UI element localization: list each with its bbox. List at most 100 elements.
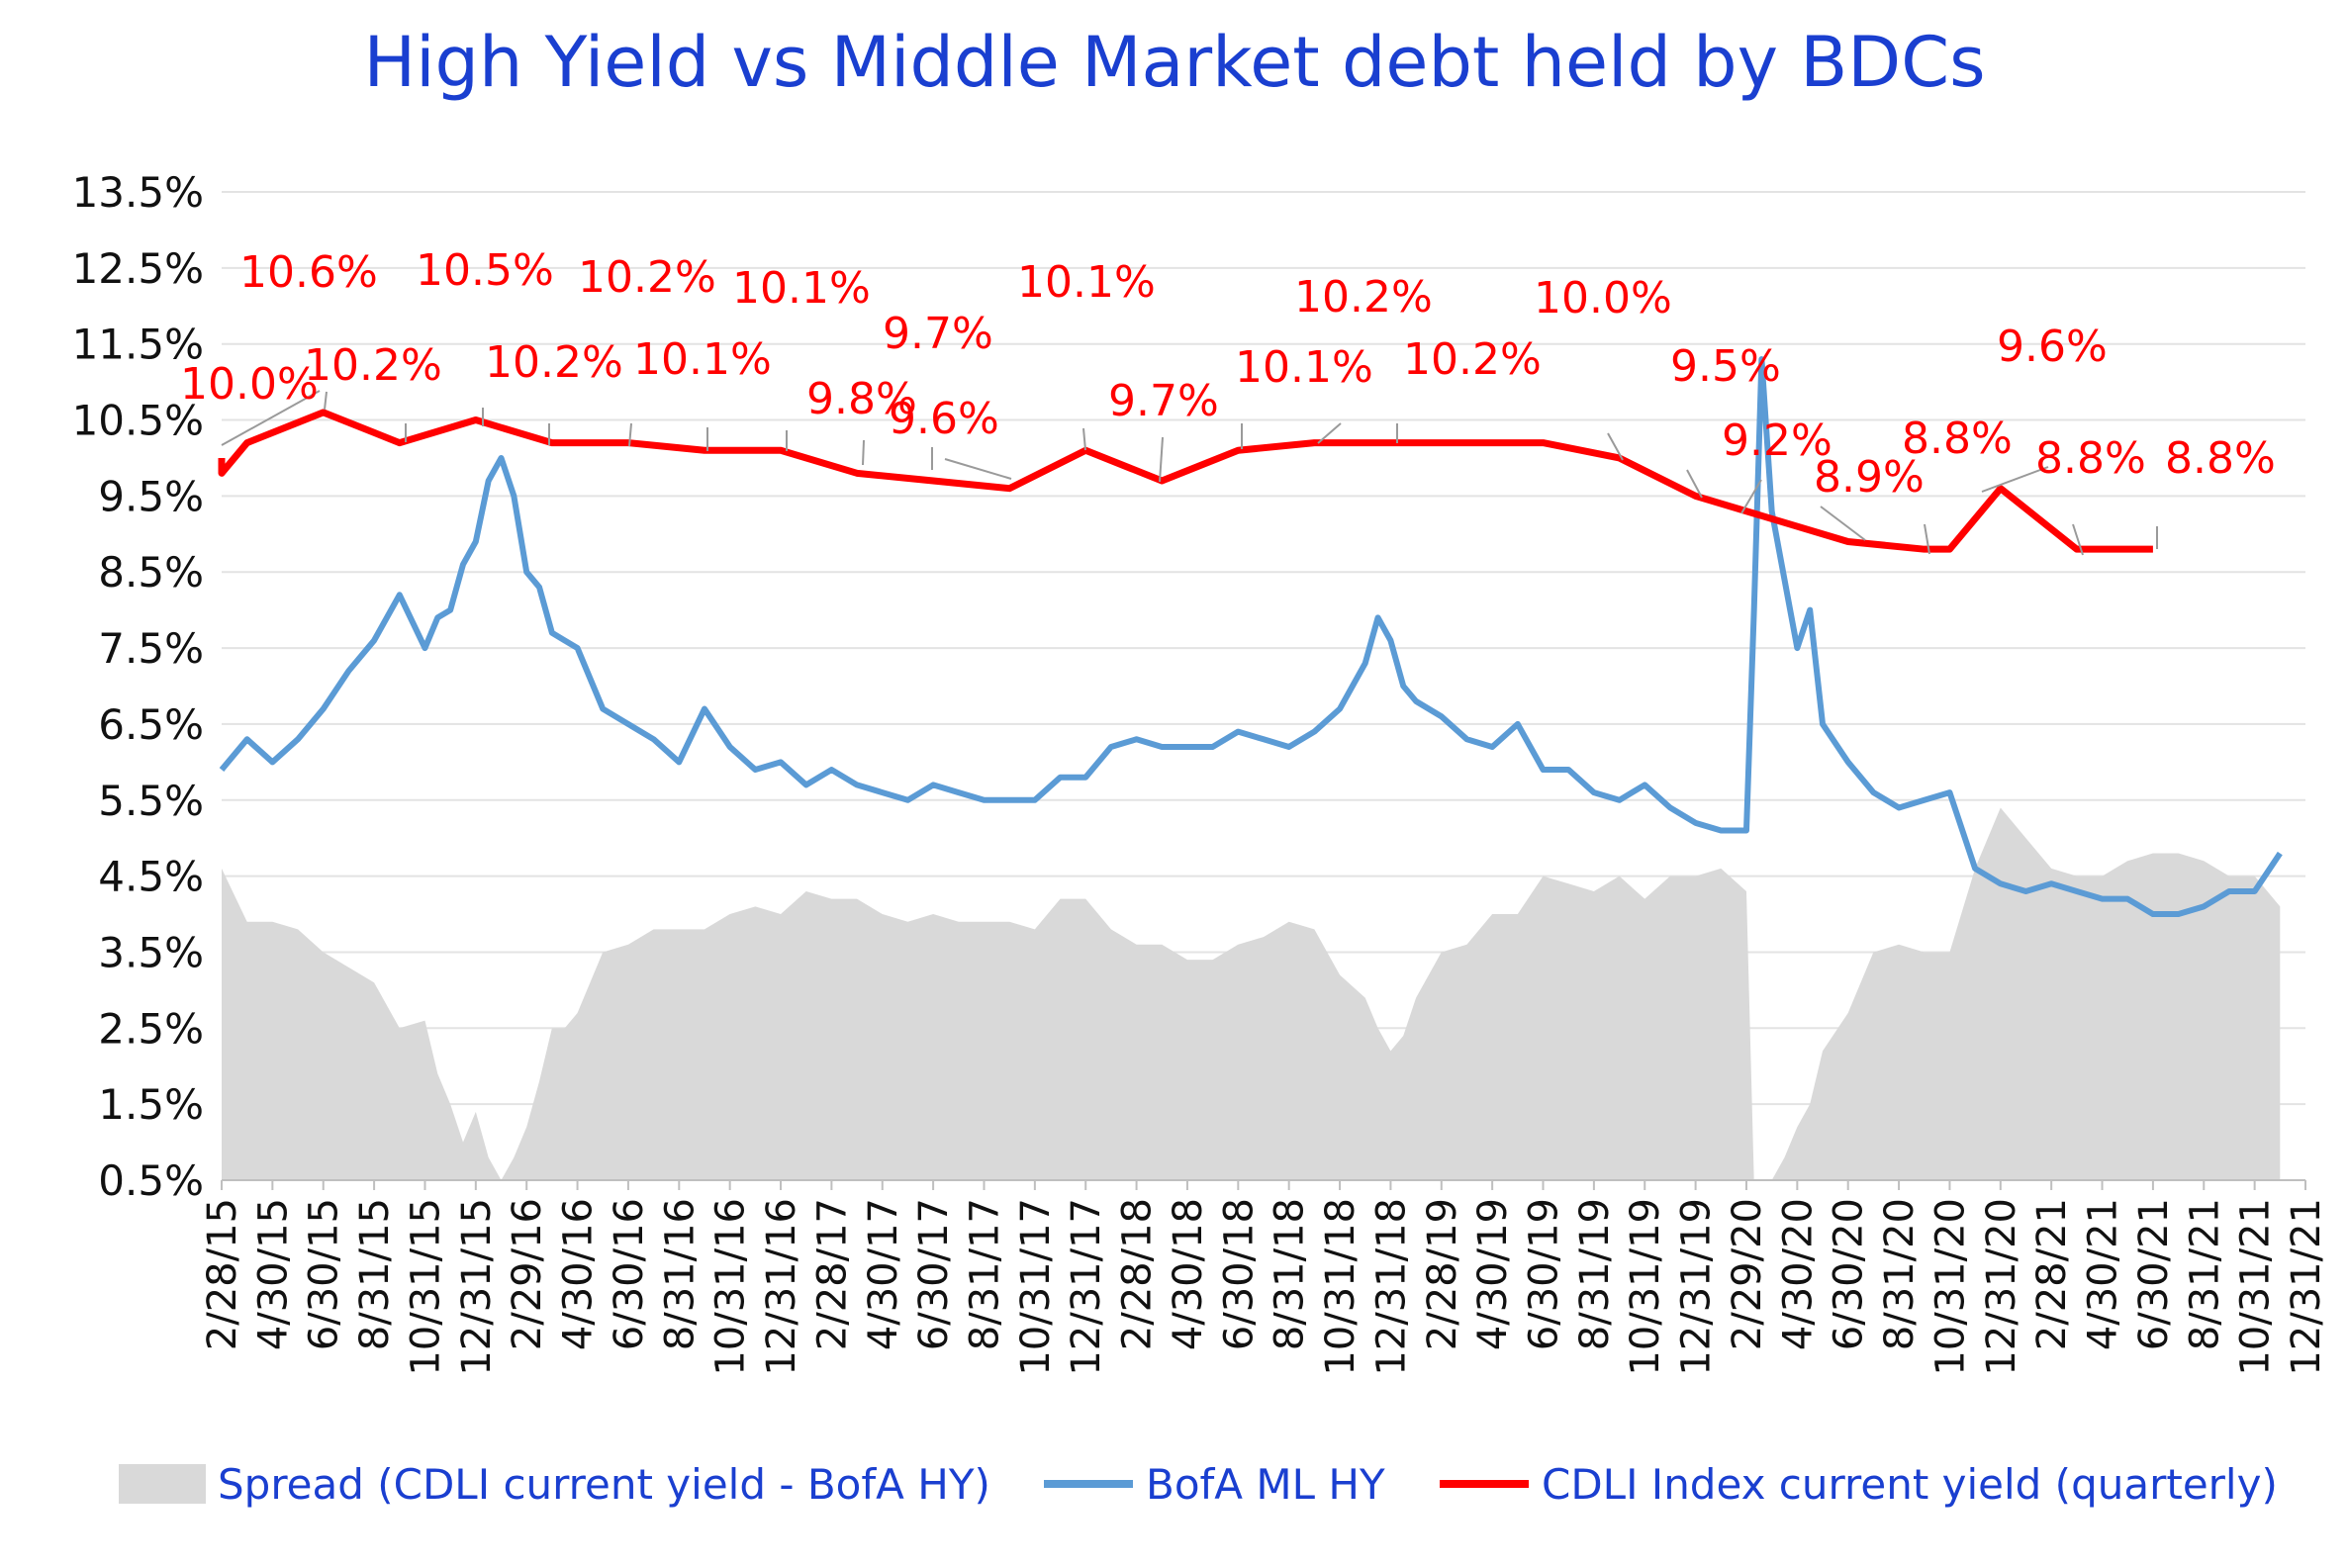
data-label: 9.5%	[1670, 341, 1781, 392]
bofa-hy-line	[219, 356, 2283, 918]
spread-area	[222, 807, 2281, 1180]
y-tick-label: 9.5%	[98, 472, 204, 520]
x-tick-label: 8/31/20	[1877, 1198, 1923, 1350]
y-tick-label: 11.5%	[72, 321, 204, 369]
legend-label-spread: Spread (CDLI current yield - BofA HY)	[218, 1460, 990, 1509]
legend-label-cdli: CDLI Index current yield (quarterly)	[1542, 1460, 2278, 1509]
x-tick-label: 12/31/19	[1674, 1198, 1720, 1376]
y-tick-label: 5.5%	[98, 777, 204, 825]
x-tick-label: 8/31/19	[1572, 1198, 1618, 1350]
x-tick-label: 6/30/19	[1522, 1198, 1567, 1350]
data-label-leader	[2072, 523, 2084, 556]
x-tick-label: 10/31/20	[1927, 1198, 1973, 1376]
data-label: 10.2%	[578, 252, 716, 303]
data-label: 9.6%	[1997, 322, 2108, 372]
legend-label-bofa-hy: BofA ML HY	[1146, 1460, 1385, 1509]
x-tick-label: 12/31/20	[1979, 1198, 2024, 1376]
x-tick-label: 4/30/16	[556, 1198, 602, 1350]
y-tick-label: 7.5%	[98, 624, 204, 673]
data-label: 10.1%	[633, 334, 772, 385]
data-label: 9.7%	[1108, 376, 1219, 426]
y-tick-label: 10.5%	[72, 397, 204, 445]
x-tick-label: 12/31/21	[2284, 1198, 2329, 1376]
data-label: 9.2%	[1722, 415, 1832, 466]
x-tick-label: 10/31/16	[708, 1198, 754, 1376]
x-tick-label: 10/31/19	[1623, 1198, 1668, 1376]
x-tick-label: 2/29/16	[505, 1198, 550, 1350]
x-tick-label: 10/31/17	[1013, 1198, 1059, 1376]
x-tick-label: 10/31/18	[1318, 1198, 1363, 1376]
data-label: 10.2%	[1294, 272, 1433, 323]
x-tick-label: 4/30/20	[1775, 1198, 1821, 1350]
data-label-leader	[221, 390, 321, 446]
data-label: 10.0%	[180, 359, 319, 410]
y-tick-label: 0.5%	[98, 1156, 204, 1205]
data-label-leader	[862, 439, 865, 466]
y-tick-label: 8.5%	[98, 548, 204, 597]
data-label: 10.0%	[1534, 273, 1672, 323]
data-label-leader	[1686, 469, 1703, 499]
x-tick-label: 10/31/21	[2233, 1198, 2279, 1376]
data-label: 9.8%	[806, 374, 917, 424]
x-tick-label: 4/30/21	[2081, 1198, 2126, 1350]
x-tick-label: 4/30/19	[1470, 1198, 1516, 1350]
data-label: 10.1%	[1017, 257, 1156, 308]
data-label-leader	[628, 422, 632, 447]
x-tick-label: 8/31/21	[2182, 1198, 2227, 1350]
x-tick-label: 4/30/17	[861, 1198, 906, 1350]
y-tick-label: 3.5%	[98, 928, 204, 976]
data-label: 10.1%	[732, 263, 871, 314]
x-tick-label: 8/31/18	[1268, 1198, 1313, 1350]
x-tick-label: 12/31/18	[1368, 1198, 1414, 1376]
x-tick-label: 8/31/17	[962, 1198, 1007, 1350]
x-tick-label: 2/28/19	[1420, 1198, 1465, 1350]
x-tick-label: 6/30/15	[302, 1198, 347, 1350]
x-tick-label: 6/30/16	[607, 1198, 652, 1350]
x-tick-label: 2/29/20	[1725, 1198, 1770, 1350]
x-tick-label: 4/30/18	[1166, 1198, 1211, 1350]
x-tick-label: 2/28/21	[2029, 1198, 2075, 1350]
x-tick-label: 8/31/16	[657, 1198, 703, 1350]
data-label: 10.2%	[304, 340, 442, 391]
data-label-leader	[1159, 436, 1164, 483]
x-tick-label: 6/30/21	[2131, 1198, 2177, 1350]
data-label: 8.8%	[1902, 414, 2013, 464]
data-label-leader	[1317, 422, 1342, 444]
data-label: 8.8%	[2035, 433, 2146, 484]
x-tick-label: 12/31/16	[759, 1198, 804, 1376]
x-tick-label: 10/31/15	[403, 1198, 448, 1376]
data-label-leader	[1740, 479, 1762, 514]
y-tick-label: 12.5%	[72, 244, 204, 293]
x-tick-label: 12/31/15	[454, 1198, 500, 1376]
cdli-line	[218, 409, 2153, 553]
x-tick-label: 2/28/17	[809, 1198, 855, 1350]
x-tick-label: 6/30/18	[1216, 1198, 1262, 1350]
data-label: 10.5%	[416, 245, 554, 296]
data-label-leader	[944, 458, 1012, 480]
data-label: 9.7%	[883, 309, 993, 359]
data-label-leader	[1820, 506, 1866, 541]
x-tick-label: 12/31/17	[1064, 1198, 1109, 1376]
x-tick-label: 6/30/20	[1827, 1198, 1872, 1350]
data-label-leader	[324, 391, 328, 411]
chart-title: High Yield vs Middle Market debt held by…	[363, 22, 1986, 103]
data-label: 10.2%	[485, 337, 623, 388]
y-tick-label: 2.5%	[98, 1004, 204, 1053]
data-label-leader	[1607, 432, 1624, 461]
data-label: 10.6%	[239, 247, 378, 298]
y-tick-label: 1.5%	[98, 1080, 204, 1129]
legend-swatch-spread	[119, 1464, 206, 1504]
x-tick-label: 6/30/17	[911, 1198, 957, 1350]
y-tick-label: 4.5%	[98, 853, 204, 901]
data-label: 8.8%	[2165, 433, 2276, 484]
x-tick-label: 2/28/15	[200, 1198, 245, 1350]
data-label-leader	[1924, 523, 1930, 555]
x-tick-label: 4/30/15	[250, 1198, 296, 1350]
x-tick-label: 8/31/15	[352, 1198, 398, 1350]
data-label: 10.2%	[1403, 334, 1542, 385]
y-tick-label: 13.5%	[72, 168, 204, 217]
data-label: 10.1%	[1235, 342, 1373, 393]
y-tick-label: 6.5%	[98, 700, 204, 749]
data-label-leader	[1082, 427, 1086, 451]
